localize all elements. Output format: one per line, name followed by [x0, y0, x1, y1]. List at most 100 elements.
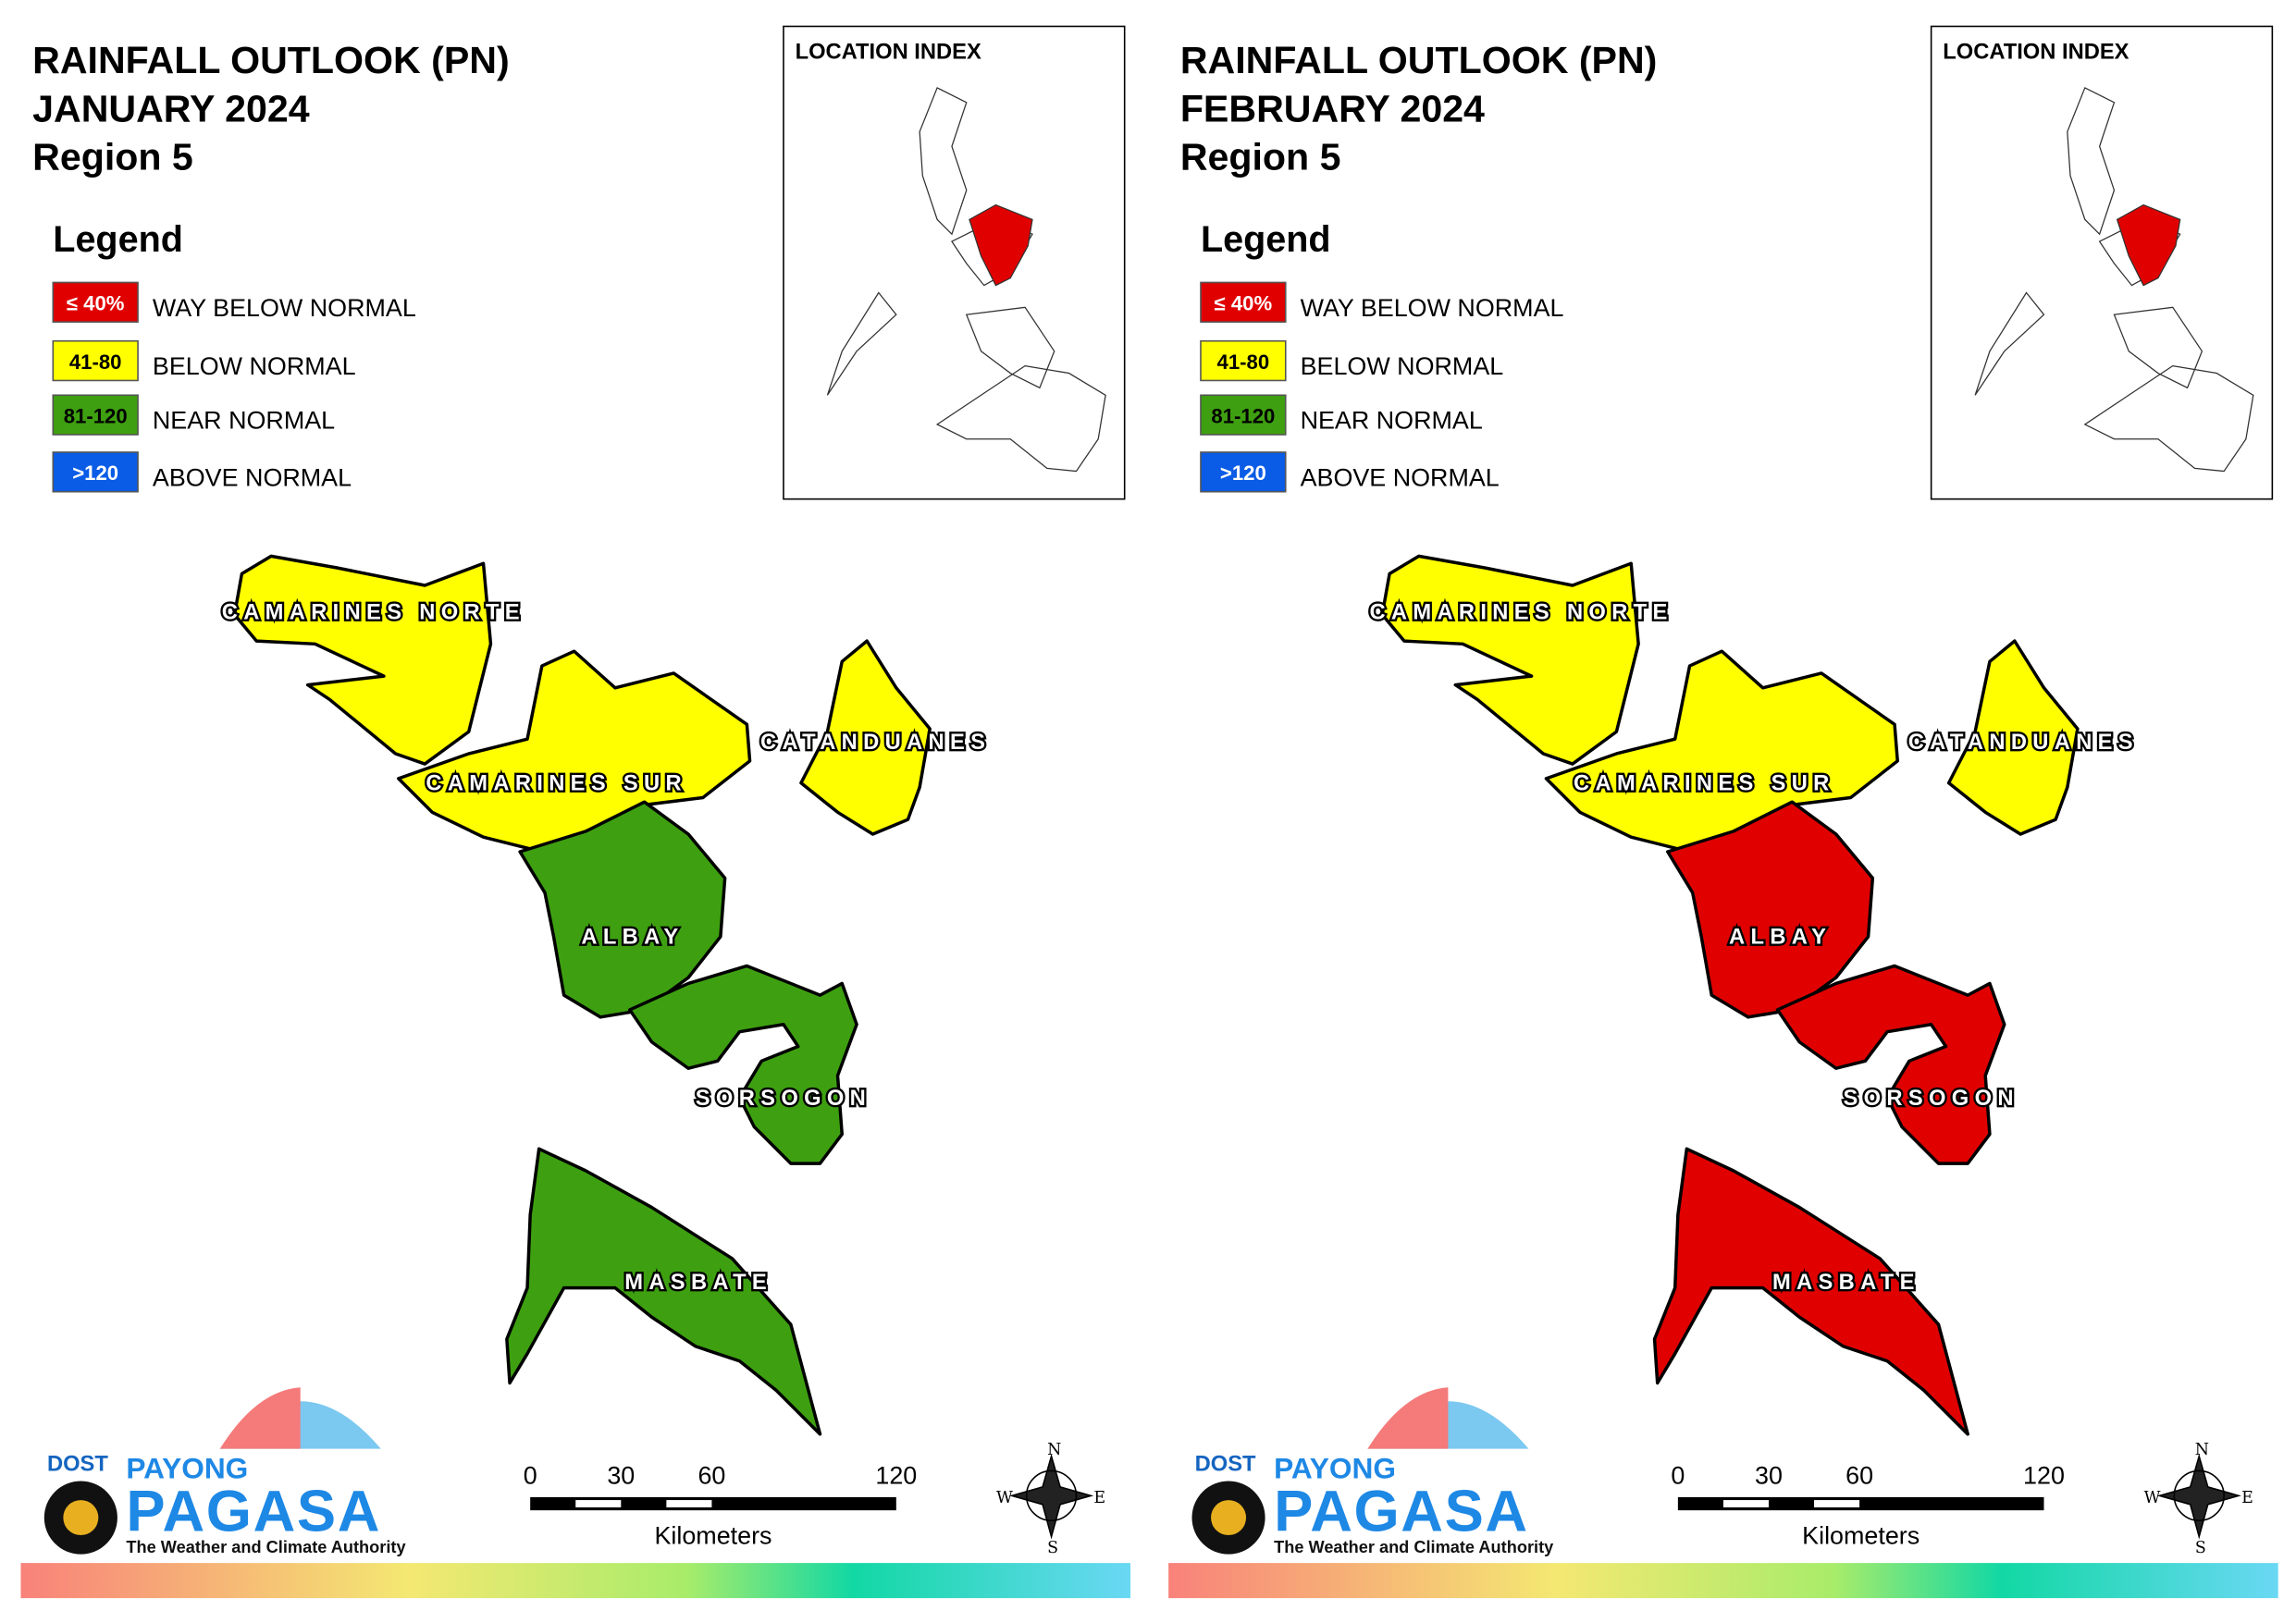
panel-title: JANUARY 2024: [32, 87, 310, 129]
compass-letter: E: [2241, 1489, 2253, 1507]
legend-swatch: [52, 281, 139, 323]
legend-swatch: [52, 451, 139, 493]
scale-segment: [666, 1500, 712, 1507]
compass-ring: [2173, 1469, 2225, 1522]
logo-agency: DOST: [47, 1452, 108, 1476]
legend-swatch: [52, 394, 139, 436]
province-label: CAMARINES NORTE: [222, 600, 525, 624]
province-label: ALBAY: [1729, 926, 1832, 950]
scale-segment: [575, 1500, 622, 1507]
province-label: CAMARINES SUR: [426, 772, 687, 796]
compass-letter: N: [1047, 1441, 1061, 1459]
legend-label: BELOW NORMAL: [1301, 352, 1504, 380]
scale-bar: [1677, 1496, 2044, 1511]
province-area: [1380, 554, 1640, 766]
legend-label: ABOVE NORMAL: [1301, 463, 1500, 491]
compass-letter: S: [2195, 1539, 2206, 1557]
scale-label: 60: [1845, 1462, 1873, 1490]
legend-label: WAY BELOW NORMAL: [1301, 294, 1564, 322]
scale-label: 30: [607, 1462, 635, 1490]
scale-segment: [1722, 1500, 1769, 1507]
logo-seal-inner: [63, 1500, 99, 1536]
compass-ring: [1025, 1469, 1078, 1522]
logo-line2: PAGASA: [1274, 1479, 1529, 1543]
legend-title: Legend: [53, 219, 183, 260]
province-label: MASBATE: [624, 1271, 772, 1295]
scale-label: 30: [1755, 1462, 1783, 1490]
logo-seal-inner: [1211, 1500, 1247, 1536]
scale-segment: [1814, 1500, 1860, 1507]
panel-title: RAINFALL OUTLOOK (PN): [1180, 39, 1658, 81]
footer-band: [20, 1563, 1131, 1599]
location-index-title: LOCATION INDEX: [1943, 40, 2129, 64]
compass-rose: [1008, 1453, 1094, 1540]
province-label: CATANDUANES: [760, 731, 991, 755]
province-area: [1652, 1147, 1969, 1436]
legend-key: 41-80: [69, 350, 122, 374]
province-area: [1775, 964, 2006, 1165]
legend-key: 41-80: [1217, 350, 1270, 374]
logo-umbrella-left: [219, 1387, 301, 1449]
province-area: [518, 800, 727, 1019]
footer-band: [1168, 1563, 2278, 1599]
legend-key: ≤ 40%: [67, 291, 125, 314]
scale-label: 120: [2023, 1462, 2065, 1490]
scale-bar: [530, 1496, 896, 1511]
logo-line2: PAGASA: [126, 1479, 381, 1543]
logo-agency: DOST: [1195, 1452, 1256, 1476]
province-area: [397, 649, 752, 854]
legend-label: NEAR NORMAL: [153, 407, 335, 435]
scale-label: 120: [875, 1462, 917, 1490]
logo-line1: PAYONG: [1274, 1451, 1396, 1484]
panel-title: FEBRUARY 2024: [1180, 87, 1485, 129]
legend-swatch: [1200, 394, 1287, 436]
legend-label: BELOW NORMAL: [153, 352, 356, 380]
province-area: [1946, 639, 2080, 836]
compass-letter: W: [996, 1489, 1013, 1507]
compass-letter: E: [1093, 1489, 1105, 1507]
province-label: CAMARINES SUR: [1574, 772, 1835, 796]
legend-key: >120: [72, 461, 118, 485]
region-highlight: [2116, 203, 2181, 287]
province-area: [1544, 649, 1899, 854]
panel-title: RAINFALL OUTLOOK (PN): [32, 39, 510, 81]
scale-unit: Kilometers: [654, 1522, 772, 1550]
province-label: SORSOGON: [1843, 1087, 2018, 1111]
province-label: ALBAY: [581, 926, 684, 950]
legend-key: 81-120: [1211, 404, 1275, 427]
province-area: [1666, 800, 1875, 1019]
outlook-panel: RAINFALL OUTLOOK (PN) FEBRUARY 2024 Region…: [1168, 25, 2278, 1599]
scale-unit: Kilometers: [1802, 1522, 1920, 1550]
logo-tagline: The Weather and Climate Authority: [1274, 1538, 1554, 1556]
panel-title: Region 5: [1180, 136, 1341, 178]
region-highlight: [969, 203, 1033, 287]
scale-label: 0: [1671, 1462, 1685, 1490]
compass-letter: S: [1047, 1539, 1058, 1557]
province-area: [505, 1147, 822, 1436]
province-label: SORSOGON: [696, 1087, 871, 1111]
compass-letter: W: [2144, 1489, 2161, 1507]
legend-swatch: [1200, 281, 1287, 323]
compass-letter: N: [2195, 1441, 2209, 1459]
legend-label: ABOVE NORMAL: [153, 463, 352, 491]
legend-swatch: [1200, 339, 1287, 382]
legend-swatch: [1200, 451, 1287, 493]
location-index-title: LOCATION INDEX: [796, 40, 981, 64]
province-area: [799, 639, 932, 836]
legend-key: 81-120: [64, 404, 128, 427]
province-area: [232, 554, 493, 766]
panel-title: Region 5: [32, 136, 193, 178]
scale-label: 60: [697, 1462, 725, 1490]
province-label: CATANDUANES: [1908, 731, 2139, 755]
outlook-panel: RAINFALL OUTLOOK (PN) JANUARY 2024 Region …: [20, 25, 1131, 1599]
scale-label: 0: [524, 1462, 537, 1490]
logo-umbrella-left: [1367, 1387, 1449, 1449]
province-area: [628, 964, 858, 1165]
province-label: MASBATE: [1772, 1271, 1920, 1295]
legend-key: ≤ 40%: [1215, 291, 1273, 314]
legend-key: >120: [1220, 461, 1266, 485]
compass-rose: [2156, 1453, 2241, 1540]
legend-label: NEAR NORMAL: [1301, 407, 1483, 435]
logo-line1: PAYONG: [126, 1451, 248, 1484]
